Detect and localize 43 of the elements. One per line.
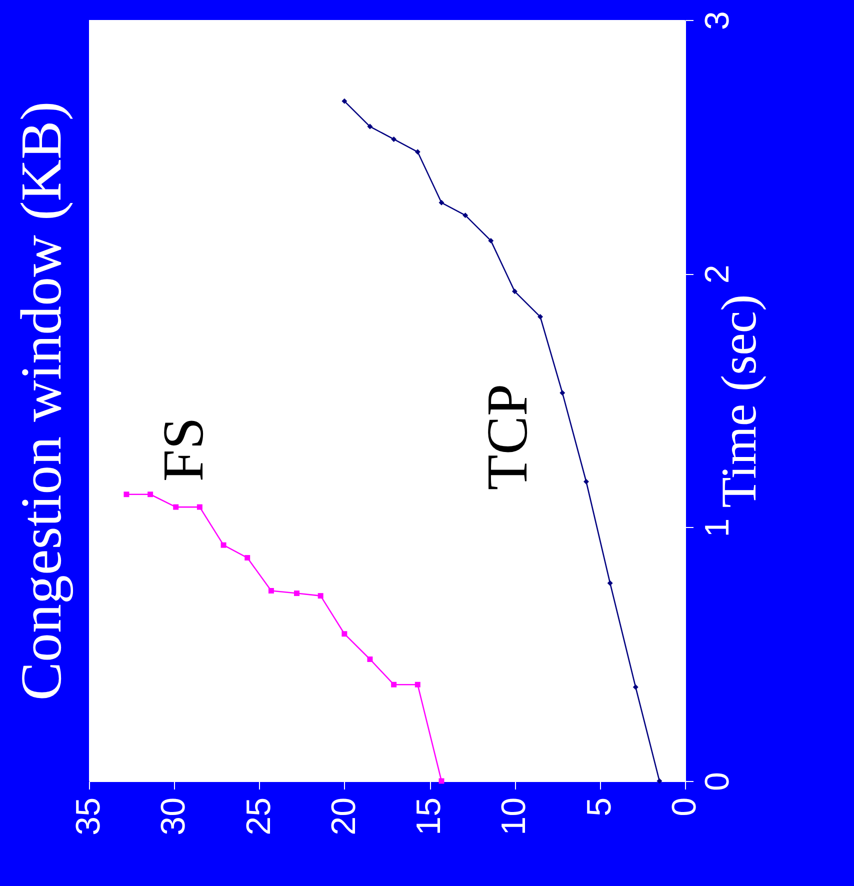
y2-tick-label: 0 <box>698 772 736 791</box>
x-tick-label: 5 <box>580 798 618 816</box>
point <box>462 212 468 218</box>
point <box>367 656 373 662</box>
point <box>173 504 179 510</box>
y2-tick-label: 1 <box>698 518 736 538</box>
point <box>391 682 397 688</box>
point <box>560 390 566 396</box>
point <box>488 238 494 244</box>
x-tick-label: 20 <box>324 798 363 836</box>
point <box>414 149 420 155</box>
point <box>607 580 613 586</box>
point <box>438 200 444 206</box>
point <box>268 588 274 594</box>
point <box>391 136 397 142</box>
point <box>414 682 420 688</box>
y2-tick-label: 3 <box>698 11 736 30</box>
y-axis-title: Congestion window (KB) <box>8 101 74 701</box>
point <box>538 314 543 320</box>
text: TCP <box>474 384 540 490</box>
y2-tick-label: 2 <box>698 264 736 284</box>
x-tick-label: 35 <box>70 798 108 836</box>
point <box>656 778 662 784</box>
point <box>342 631 348 637</box>
x-tick-label: 15 <box>410 798 448 836</box>
point <box>318 593 324 599</box>
y2-axis-title: Time (sec) <box>710 294 766 508</box>
point <box>244 555 250 561</box>
point <box>342 98 348 104</box>
x-tick-label: 25 <box>240 798 278 836</box>
point <box>196 504 202 510</box>
point <box>124 492 130 498</box>
point <box>220 542 226 548</box>
point <box>148 492 154 498</box>
x-tick-label: 30 <box>154 798 193 836</box>
point <box>512 288 518 294</box>
point <box>583 478 589 484</box>
point <box>367 124 373 130</box>
x-tick-label: 10 <box>495 798 534 836</box>
x-tick-label: 0 <box>666 798 704 816</box>
point <box>632 684 638 690</box>
point <box>294 590 300 596</box>
text: FS <box>150 417 216 482</box>
